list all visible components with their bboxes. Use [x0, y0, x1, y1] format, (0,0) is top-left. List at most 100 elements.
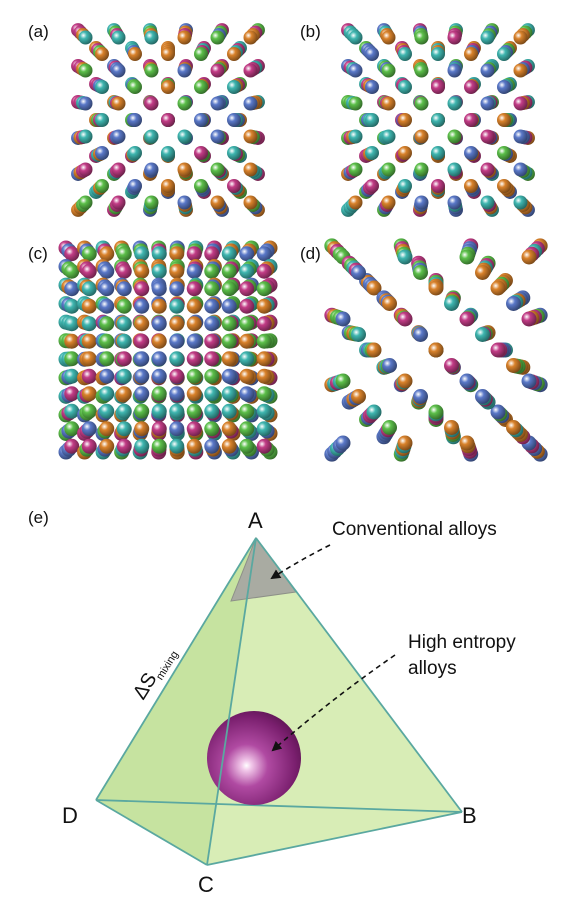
- atom: [99, 263, 115, 279]
- high-entropy-alloys-label: High entropy alloys: [408, 630, 516, 682]
- atom: [204, 351, 220, 367]
- atom: [239, 403, 255, 419]
- atom: [428, 342, 444, 358]
- atom: [447, 162, 462, 177]
- atom: [513, 96, 528, 111]
- atom: [144, 96, 159, 111]
- atom: [480, 96, 495, 111]
- atom: [81, 263, 97, 279]
- atom: [177, 96, 192, 111]
- atom: [99, 421, 115, 437]
- atom: [186, 351, 202, 367]
- atom: [116, 368, 132, 384]
- atom: [431, 80, 445, 94]
- atom: [348, 162, 363, 177]
- atom: [186, 281, 202, 297]
- hea-label-line2: alloys: [408, 658, 457, 679]
- atom: [99, 246, 115, 262]
- atom: [475, 327, 490, 342]
- atom: [81, 386, 97, 402]
- atom: [227, 47, 241, 61]
- atom: [151, 333, 167, 349]
- atom: [204, 281, 220, 297]
- atom: [111, 162, 126, 177]
- atom: [99, 333, 115, 349]
- conventional-arrow: [270, 544, 331, 580]
- atom: [134, 316, 150, 332]
- atom: [221, 421, 237, 437]
- atom: [444, 296, 459, 311]
- atom: [227, 80, 241, 94]
- atom: [490, 342, 506, 358]
- atom: [144, 30, 159, 45]
- atom: [351, 389, 366, 404]
- atom: [431, 113, 445, 127]
- atom: [381, 30, 396, 45]
- atom: [186, 316, 202, 332]
- atom: [490, 280, 506, 296]
- atom: [431, 179, 445, 193]
- hea-label-line1: High entropy: [408, 632, 516, 653]
- atom: [239, 263, 255, 279]
- atom: [111, 129, 126, 144]
- atom: [169, 246, 185, 262]
- atom: [81, 246, 97, 262]
- atom: [116, 281, 132, 297]
- atom: [116, 246, 132, 262]
- atom: [186, 386, 202, 402]
- atom: [78, 96, 93, 111]
- atom: [81, 438, 97, 454]
- vertex-label-d: D: [62, 803, 78, 828]
- atom: [475, 389, 490, 404]
- atom: [428, 404, 444, 420]
- vertex-label-a: A: [248, 508, 263, 533]
- atom: [397, 311, 413, 327]
- atom: [194, 113, 208, 127]
- atom: [128, 179, 142, 193]
- atom: [256, 333, 272, 349]
- atom: [335, 311, 351, 327]
- edge-dc: [95, 799, 208, 866]
- atom: [398, 113, 412, 127]
- atom: [151, 403, 167, 419]
- atom: [431, 146, 445, 160]
- atom: [144, 129, 159, 144]
- atom: [64, 263, 80, 279]
- atom: [382, 420, 397, 435]
- atom: [414, 162, 429, 177]
- atom: [78, 129, 93, 144]
- atom: [99, 298, 115, 314]
- atom: [256, 316, 272, 332]
- atom: [177, 63, 192, 78]
- atom: [459, 435, 475, 451]
- atom: [351, 327, 366, 342]
- atom: [480, 195, 495, 210]
- atom: [78, 195, 93, 210]
- atom: [161, 179, 175, 193]
- atom: [204, 246, 220, 262]
- atom: [81, 403, 97, 419]
- atom: [99, 351, 115, 367]
- conventional-alloys-label: Conventional alloys: [332, 519, 497, 540]
- atom: [256, 368, 272, 384]
- atom: [186, 421, 202, 437]
- atom: [95, 179, 109, 193]
- atom: [64, 438, 80, 454]
- atom: [348, 129, 363, 144]
- atom: [497, 179, 511, 193]
- atom: [243, 96, 258, 111]
- atom: [64, 386, 80, 402]
- atom: [151, 421, 167, 437]
- atom: [227, 113, 241, 127]
- atom: [221, 351, 237, 367]
- atom: [243, 195, 258, 210]
- atom: [134, 333, 150, 349]
- lattice-d: [324, 238, 548, 462]
- vertex-label-c: C: [198, 872, 214, 897]
- panel-label-d: (d): [300, 244, 321, 263]
- atom: [151, 246, 167, 262]
- atom: [506, 420, 521, 435]
- atom: [177, 162, 192, 177]
- atom: [64, 281, 80, 297]
